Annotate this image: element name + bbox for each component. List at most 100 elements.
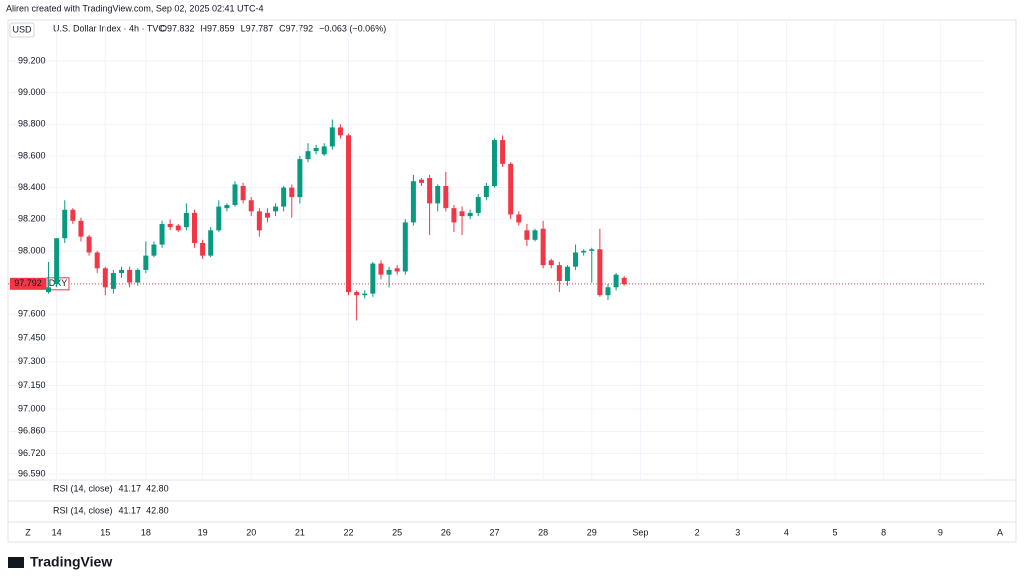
y-tick-label: 97.450	[18, 332, 46, 342]
candle-body	[346, 135, 352, 293]
currency-button[interactable]	[9, 22, 35, 38]
candle-body	[500, 140, 506, 164]
candle-body	[475, 197, 481, 213]
candle-body	[581, 250, 587, 253]
candle-body	[427, 178, 433, 204]
legend-value: −0.063 (−0.06%)	[319, 23, 386, 33]
x-tick-label: 25	[392, 527, 402, 537]
candle-body	[297, 159, 303, 198]
candle-body	[175, 225, 181, 231]
price-label: 97.792	[14, 278, 42, 288]
candle-body	[459, 211, 465, 217]
candle-body	[273, 206, 279, 212]
candle-body	[167, 223, 173, 228]
candle-body	[337, 127, 343, 136]
candle-body	[191, 212, 197, 243]
legend-value: L97.787	[241, 23, 274, 33]
candle-body	[305, 151, 311, 160]
y-tick-label: 99.000	[18, 87, 46, 97]
candle-body	[216, 206, 222, 231]
candle-body	[443, 185, 449, 209]
header: Aliren created with TradingView.com, Sep…	[6, 3, 263, 13]
candle-body	[62, 209, 68, 239]
indicator-value: 41.17	[119, 483, 142, 493]
indicator-value: 42.80	[146, 483, 169, 493]
x-tick-label: 22	[344, 527, 354, 537]
y-tick-label: 98.200	[18, 214, 46, 224]
logo: TradingView	[30, 554, 112, 570]
y-tick-label: 96.590	[18, 468, 46, 478]
x-tick-label: 20	[246, 527, 256, 537]
candle-body	[386, 269, 392, 275]
y-tick-label: 98.400	[18, 182, 46, 192]
indicator-name: RSI (14, close)	[53, 483, 113, 493]
indicator-value: 42.80	[146, 505, 169, 515]
x-tick-label: 26	[441, 527, 451, 537]
chart-frame	[7, 19, 1017, 543]
candle-body	[159, 223, 165, 245]
candle-body	[524, 230, 530, 240]
legend-value: O97.832	[160, 23, 195, 33]
x-tick-label: 19	[198, 527, 208, 537]
candle-body	[419, 179, 425, 183]
y-tick-label: 98.000	[18, 245, 46, 255]
x-tick-label: 27	[489, 527, 499, 537]
candle-body	[613, 274, 619, 288]
x-tick-label: 18	[141, 527, 151, 537]
x-tick-label: 28	[538, 527, 548, 537]
x-tick-label: 2	[695, 527, 700, 537]
candle-body	[435, 185, 441, 204]
legend-symbol: U.S. Dollar Index · 4h · TVC	[53, 23, 165, 33]
x-tick-label: 9	[938, 527, 943, 537]
y-tick-label: 96.720	[18, 448, 46, 458]
candle-body	[597, 249, 603, 296]
y-tick-label: 96.860	[18, 426, 46, 436]
candle-body	[491, 140, 497, 186]
candle-body	[240, 185, 246, 201]
candle-body	[467, 212, 473, 217]
candle-body	[110, 273, 116, 289]
indicator-value: 41.17	[119, 505, 142, 515]
candle-body	[281, 187, 287, 207]
candle-body	[483, 185, 489, 198]
candle-body	[102, 268, 108, 288]
candle-body	[354, 292, 360, 296]
candle-body	[313, 148, 319, 152]
candle-body	[362, 293, 368, 296]
x-tick-label: 4	[784, 527, 789, 537]
x-tick-label: 21	[295, 527, 305, 537]
candle-body	[410, 181, 416, 223]
candle-body	[605, 287, 611, 296]
x-tick-label: 5	[832, 527, 837, 537]
candle-body	[329, 127, 335, 147]
candle-body	[70, 209, 76, 221]
candle-body	[589, 249, 595, 251]
y-tick-label: 97.150	[18, 380, 46, 390]
candle-body	[256, 211, 262, 231]
candle-body	[119, 269, 125, 274]
y-tick-label: 97.000	[18, 404, 46, 414]
candle-body	[540, 228, 546, 266]
y-tick-label: 97.600	[18, 309, 46, 319]
legend-value: C97.792	[279, 23, 313, 33]
candle-body	[232, 184, 238, 205]
candle-body	[208, 230, 214, 256]
candle-body	[78, 220, 84, 237]
candle-body	[621, 277, 627, 285]
candle-body	[532, 230, 538, 240]
candle-body	[508, 163, 514, 215]
x-tick-label: 14	[52, 527, 62, 537]
candle-body	[556, 265, 562, 281]
candle-body	[54, 238, 60, 285]
toolbar-button[interactable]: Z	[25, 527, 31, 537]
toolbar-button[interactable]: A	[997, 527, 1003, 537]
currency: USD	[12, 24, 32, 34]
indicator-name: RSI (14, close)	[53, 505, 113, 515]
x-tick-label: 29	[587, 527, 597, 537]
candle-body	[370, 263, 376, 294]
candle-body	[86, 236, 92, 253]
candle-body	[143, 255, 149, 270]
candle-body	[94, 252, 100, 269]
candle-body	[183, 212, 189, 228]
